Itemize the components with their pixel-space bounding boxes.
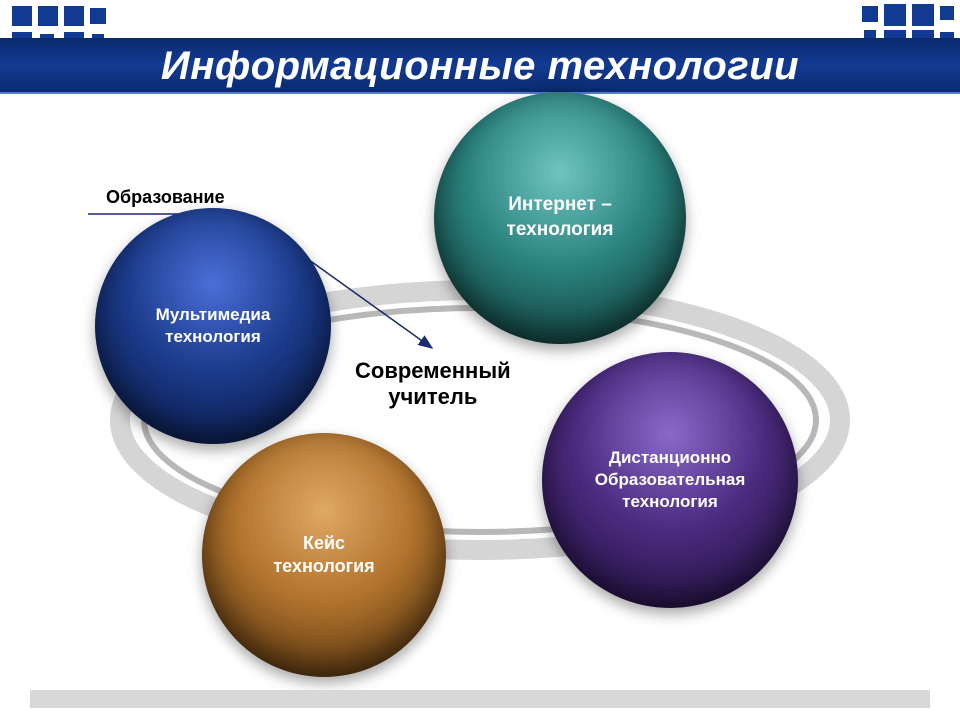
sphere-label: ДистанционноОбразовательнаятехнология (555, 447, 785, 513)
center-label: Современный учитель (355, 358, 511, 410)
education-label: Образование (106, 187, 225, 208)
sphere-label: Мультимедиатехнология (107, 304, 319, 348)
sphere-distance: ДистанционноОбразовательнаятехнология (542, 352, 798, 608)
sphere-label: Интернет –технология (447, 193, 674, 242)
sphere-label: Кейстехнология (214, 532, 434, 579)
center-label-line1: Современный (355, 358, 511, 384)
sphere-internet: Интернет –технология (434, 92, 686, 344)
sphere-case: Кейстехнология (202, 433, 446, 677)
footer-bar (30, 690, 930, 708)
sphere-multimedia: Мультимедиатехнология (95, 208, 331, 444)
center-label-line2: учитель (355, 384, 511, 410)
